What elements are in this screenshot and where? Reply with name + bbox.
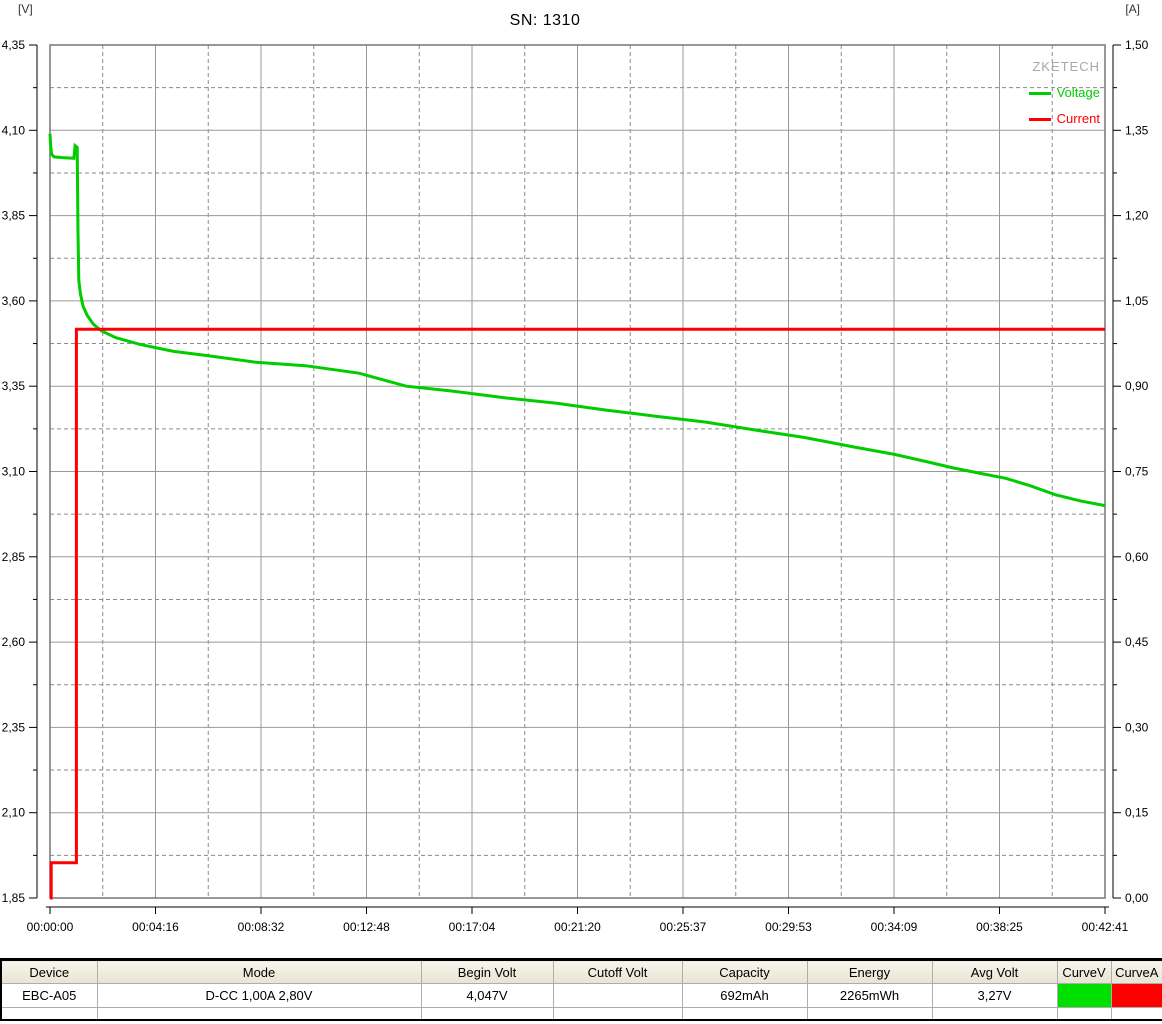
current-legend-label: Current [1056,111,1100,126]
x-axis-tick-label: 00:21:20 [554,920,601,934]
x-axis-tick-label: 00:08:32 [238,920,285,934]
table-row[interactable]: EBC-A05 D-CC 1,00A 2,80V 4,047V 692mAh 2… [0,983,1162,1008]
header-device: Device [0,959,98,984]
current-color-swatch [1112,984,1161,1007]
left-axis-tick-label: 3,60 [2,294,26,308]
right-axis-tick-label: 0,45 [1125,635,1149,649]
x-axis-tick-label: 00:42:41 [1082,920,1129,934]
right-axis-tick-label: 1,35 [1125,123,1149,137]
left-axis-tick-label: 3,35 [2,379,26,393]
voltage-legend-label: Voltage [1056,85,1100,100]
right-axis-tick-label: 1,05 [1125,294,1149,308]
left-axis-tick-label: 3,85 [2,209,26,223]
cell-avg-volt: 3,27V [931,983,1058,1008]
cell-curve-v-swatch [1056,983,1112,1008]
cell-mode: D-CC 1,00A 2,80V [96,983,422,1008]
cell-energy: 2265mWh [806,983,933,1008]
left-axis-tick-label: 2,85 [2,550,26,564]
voltage-color-swatch [1058,984,1110,1007]
chart-canvas: 4,35 4,10 3,85 3,60 3,35 3,10 2,85 2,60 2,35 2,10… [2,38,1149,934]
x-axis-tick-label: 00:12:48 [343,920,390,934]
left-axis-tick-label: 1,85 [2,891,26,905]
header-curve-a: CurveA [1110,959,1162,984]
table-empty-row [0,1007,1162,1021]
plot-border [49,44,1106,899]
chart-legend: ZKETECH Voltage Current [1028,54,1100,132]
left-axis-tick-label: 2,10 [2,806,26,820]
cell-cutoff-volt [552,983,683,1008]
chart-panel: [V] [A] SN: 1310 4,35 4,10 3,85 3,60 3,35 3,1… [1,2,1149,934]
table-header-row: Device Mode Begin Volt Cutoff Volt Capac… [0,959,1162,984]
cell-device: EBC-A05 [0,983,98,1008]
left-axis-tick-label: 4,10 [2,123,26,137]
header-capacity: Capacity [681,959,808,984]
left-axis-tick-label: 2,60 [2,635,26,649]
brand-watermark: ZKETECH [1032,59,1100,74]
header-mode: Mode [96,959,422,984]
header-avg-volt: Avg Volt [931,959,1058,984]
chart-title: SN: 1310 [509,12,581,29]
legend-item-voltage: Voltage [1028,80,1100,106]
cell-capacity: 692mAh [681,983,808,1008]
right-axis-tick-label: 0,00 [1125,891,1149,905]
current-line-swatch [1028,117,1051,121]
right-axis-tick-label: 0,90 [1125,379,1149,393]
series-current-curve [49,327,1105,900]
left-axis-tick-label: 3,10 [2,465,26,479]
header-begin-volt: Begin Volt [420,959,554,984]
header-cutoff-volt: Cutoff Volt [552,959,683,984]
cell-begin-volt: 4,047V [420,983,554,1008]
cell-curve-a-swatch [1110,983,1162,1008]
x-axis-tick-label: 00:17:04 [449,920,496,934]
right-axis-tick-label: 0,75 [1125,465,1149,479]
x-axis-tick-label: 00:29:53 [765,920,812,934]
header-curve-v: CurveV [1056,959,1112,984]
right-axis-unit-label: [A] [1125,2,1140,16]
right-axis-tick-label: 0,15 [1125,806,1149,820]
x-axis-tick-label: 00:04:16 [132,920,179,934]
voltage-line-swatch [1028,91,1051,95]
right-axis-tick-label: 1,20 [1125,209,1149,223]
left-axis-tick-label: 2,35 [2,720,26,734]
results-table: Device Mode Begin Volt Cutoff Volt Capac… [0,958,1162,1021]
left-axis-unit-label: [V] [18,2,33,16]
header-energy: Energy [806,959,933,984]
x-axis-tick-label: 00:34:09 [871,920,918,934]
right-axis-tick-label: 0,60 [1125,550,1149,564]
left-axis-tick-label: 4,35 [2,38,26,52]
x-axis-tick-label: 00:38:25 [976,920,1023,934]
x-axis-tick-label: 00:25:37 [660,920,707,934]
right-axis-tick-label: 1,50 [1125,38,1149,52]
right-axis-tick-label: 0,30 [1125,720,1149,734]
legend-item-current: Current [1028,106,1100,132]
x-axis-tick-label: 00:00:00 [27,920,74,934]
series-voltage-curve [48,133,1106,508]
